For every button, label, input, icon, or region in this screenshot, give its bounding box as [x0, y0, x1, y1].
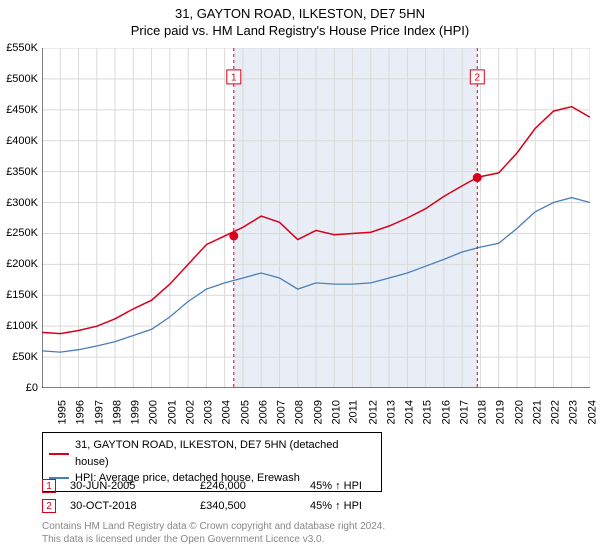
sale-label-num: 1 — [231, 72, 237, 83]
xtick-label: 2005 — [239, 400, 251, 424]
xtick-label: 2000 — [148, 400, 160, 424]
title-address: 31, GAYTON ROAD, ILKESTON, DE7 5HN — [0, 6, 600, 23]
ytick-label: £0 — [26, 382, 38, 394]
xtick-label: 2010 — [330, 400, 342, 424]
xtick-label: 2012 — [367, 400, 379, 424]
sale-delta: 45% ↑ HPI — [310, 480, 362, 492]
xtick-label: 2004 — [221, 400, 233, 424]
plot-area: 12 — [42, 48, 590, 388]
sale-row-marker: 1 — [42, 479, 56, 493]
xtick-label: 2013 — [385, 400, 397, 424]
legend-item: 31, GAYTON ROAD, ILKESTON, DE7 5HN (deta… — [49, 437, 375, 470]
sale-point — [229, 231, 238, 240]
xtick-label: 2018 — [477, 400, 489, 424]
sale-label-num: 2 — [475, 72, 481, 83]
sale-row: 1 30-JUN-2005£246,00045% ↑ HPI — [42, 476, 362, 496]
xtick-label: 2011 — [348, 400, 360, 424]
ytick-label: £300K — [6, 197, 38, 209]
xtick-label: 2007 — [276, 400, 288, 424]
ytick-label: £450K — [6, 104, 38, 116]
xtick-label: 1998 — [111, 400, 123, 424]
xtick-label: 2019 — [495, 400, 507, 424]
xtick-label: 2001 — [166, 400, 178, 424]
sale-row: 2 30-OCT-2018£340,50045% ↑ HPI — [42, 496, 362, 516]
xtick-label: 1995 — [56, 400, 68, 424]
ytick-label: £150K — [6, 289, 38, 301]
ytick-label: £200K — [6, 258, 38, 270]
ytick-label: £500K — [6, 73, 38, 85]
legend-swatch — [49, 453, 69, 455]
ytick-label: £400K — [6, 135, 38, 147]
sale-point — [473, 173, 482, 182]
footer-attribution: Contains HM Land Registry data © Crown c… — [42, 520, 385, 546]
xtick-label: 2022 — [550, 400, 562, 424]
xtick-label: 2003 — [203, 400, 215, 424]
ytick-label: £350K — [6, 166, 38, 178]
ytick-label: £550K — [6, 42, 38, 54]
ytick-label: £50K — [12, 351, 38, 363]
x-axis-labels: 1995 1996 1997 1998 1999 2000 2001 2002 2003 2004… — [42, 392, 590, 432]
legend-label: 31, GAYTON ROAD, ILKESTON, DE7 5HN (deta… — [75, 437, 375, 470]
xtick-label: 2016 — [440, 400, 452, 424]
ytick-label: £250K — [6, 227, 38, 239]
sale-date: 30-OCT-2018 — [70, 500, 200, 512]
title-subtitle: Price paid vs. HM Land Registry's House … — [0, 23, 600, 40]
xtick-label: 2017 — [458, 400, 470, 424]
shaded-band — [234, 48, 477, 388]
xtick-label: 2024 — [586, 400, 598, 424]
xtick-label: 2021 — [531, 400, 543, 424]
ytick-label: £100K — [6, 320, 38, 332]
xtick-label: 2009 — [312, 400, 324, 424]
footer-line-1: Contains HM Land Registry data © Crown c… — [42, 520, 385, 533]
xtick-label: 2006 — [257, 400, 269, 424]
sale-price: £246,000 — [200, 480, 310, 492]
sales-table: 1 30-JUN-2005£246,00045% ↑ HPI 2 30-OCT-201… — [42, 476, 362, 516]
xtick-label: 2015 — [422, 400, 434, 424]
y-axis-labels: £0£50K£100K£150K£200K£250K£300K£350K£400… — [0, 48, 40, 388]
xtick-label: 1999 — [130, 400, 142, 424]
xtick-label: 1996 — [75, 400, 87, 424]
sale-delta: 45% ↑ HPI — [310, 500, 362, 512]
sale-date: 30-JUN-2005 — [70, 480, 200, 492]
title-block: 31, GAYTON ROAD, ILKESTON, DE7 5HN Price… — [0, 0, 600, 40]
footer-line-2: This data is licensed under the Open Gov… — [42, 533, 385, 546]
sale-row-marker: 2 — [42, 499, 56, 513]
chart-figure: 31, GAYTON ROAD, ILKESTON, DE7 5HN Price… — [0, 0, 600, 560]
xtick-label: 2023 — [568, 400, 580, 424]
xtick-label: 2002 — [184, 400, 196, 424]
xtick-label: 2020 — [513, 400, 525, 424]
xtick-label: 1997 — [93, 400, 105, 424]
sale-price: £340,500 — [200, 500, 310, 512]
xtick-label: 2008 — [294, 400, 306, 424]
chart-svg: 12 — [42, 48, 590, 388]
xtick-label: 2014 — [404, 400, 416, 424]
